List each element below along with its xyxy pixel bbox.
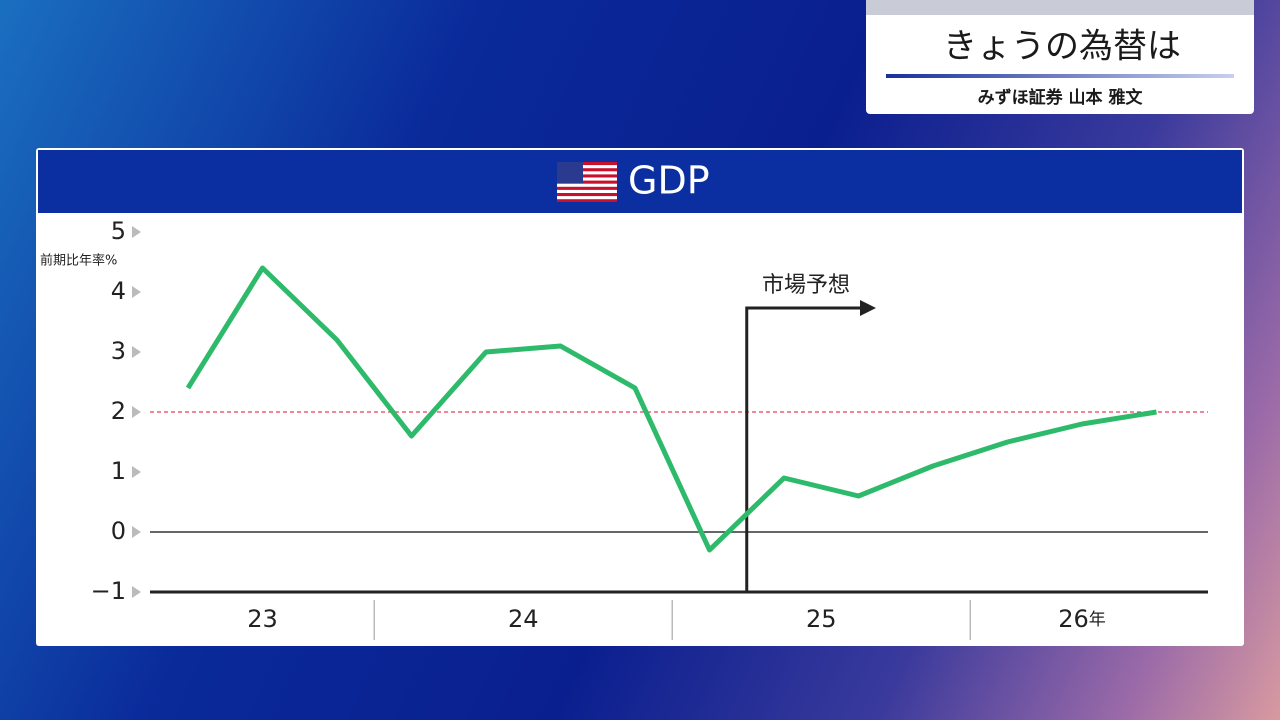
y-tick-label: 0 [111, 517, 126, 545]
y-tick-mark [132, 406, 141, 418]
x-tick-label: 23 [247, 605, 278, 633]
year-label: 24 [508, 605, 539, 633]
data-line [185, 265, 1157, 553]
title-card [866, 0, 1254, 114]
year-label: 25 [806, 605, 837, 633]
y-tick-mark [132, 526, 141, 538]
annotation: 市場予想 [762, 273, 850, 298]
y-axis-label: 前期比年率% [40, 253, 117, 269]
y-tick-label: 4 [111, 277, 126, 305]
title-card-strip [866, 0, 1254, 15]
chart-title: GDP [628, 159, 710, 203]
forecast-arrowhead [860, 300, 876, 316]
x-tick-label: 25 [806, 605, 837, 633]
x-tick-label: 24 [508, 605, 539, 633]
y-tick-label: 1 [111, 457, 126, 485]
y-tick-label: 5 [111, 217, 126, 245]
y-tick-mark [132, 226, 141, 238]
year-label: 26 [1058, 605, 1089, 633]
year-suffix: 年 [1089, 610, 1106, 630]
y-tick-label: 2 [111, 397, 126, 425]
y-tick-mark [132, 466, 141, 478]
forecast-marker [745, 306, 862, 592]
program-title: きょうの為替は [943, 27, 1181, 67]
y-tick-mark [132, 586, 141, 598]
x-tick-label: 26年 [1058, 605, 1106, 633]
year-label: 23 [247, 605, 278, 633]
y-tick-label: −1 [91, 577, 126, 605]
y-tick-label: 3 [111, 337, 126, 365]
y-tick-mark [132, 286, 141, 298]
chart-header [38, 150, 1242, 213]
title-underline [886, 74, 1234, 78]
us-flag [557, 162, 617, 202]
presenter: みずほ証券 山本 雅文 [978, 87, 1144, 108]
y-tick-mark [132, 346, 141, 358]
